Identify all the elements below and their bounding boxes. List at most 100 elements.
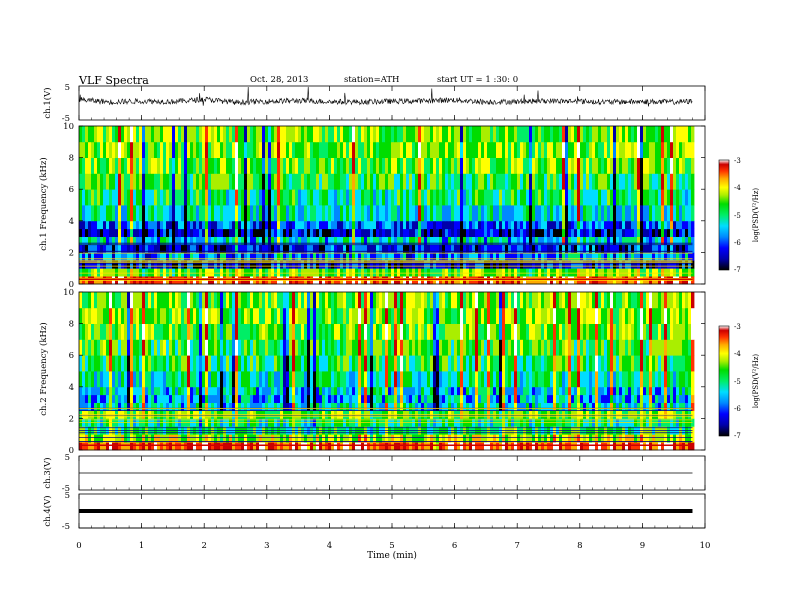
ch1-spectrogram-cell [226,141,230,158]
ch1-spectrogram-cell [391,126,395,143]
ch2-spectrogram-cell [337,394,341,403]
ch1-spectrogram-cell [406,228,410,237]
ch1-spectrogram-cell [301,260,305,269]
ch2-spectrogram-cell [148,394,152,403]
ch2-spectrogram-cell [271,434,275,443]
ch1-spectrogram-cell [208,173,212,190]
ch1-spectrogram-cell [514,126,518,143]
ch1-spectrogram-cell [157,260,161,269]
ch1-spectrogram-cell [538,141,542,158]
ch2-spectrogram-cell [652,442,656,451]
ch1-spectrogram-cell [613,268,617,277]
ch1-spectrogram-cell [442,228,446,237]
ch1-spectrogram-cell [112,205,116,222]
ch2-spectrogram-cell [676,355,680,372]
ch1-spectrogram-cell [460,268,464,277]
ch2-spectrogram-cell [502,355,506,372]
ch2-spectrogram-cell [664,402,668,411]
ch1-spectrogram-cell [361,157,365,174]
ch1-spectrogram-cell [514,268,518,277]
ch1-spectrogram-cell [580,244,584,253]
ch2-spectrogram-cell [175,402,179,411]
ch1-spectrogram-cell [232,268,236,277]
ch1-spectrogram-cell [121,189,125,206]
ch1-spectrogram-cell [424,236,428,245]
ch1-spectrogram-cell [517,189,521,206]
ch1-spectrogram-cell [319,236,323,245]
ch1-spectrogram-cell [475,126,479,143]
ch2-spectrogram-cell [235,371,239,388]
ch2-spectrogram-cell [154,442,158,451]
ch1-spectrogram-cell [538,244,542,253]
ch2-spectrogram-cell [640,434,644,443]
ch1-spectrogram-cell [595,157,599,174]
ch2-spectrogram-cell [493,355,497,372]
ch1-spectrogram-cell [292,228,296,237]
ch2-spectrogram-cell [277,386,281,396]
ch1-spectrogram-cell [586,268,590,277]
ch2-spectrogram-cell [274,442,278,451]
ch1-spectrogram-cell [85,126,89,143]
ch1-spectrogram-cell [310,173,314,190]
ch2-spectrogram-cell [379,442,383,451]
ch1-spectrogram-cell [313,205,317,222]
ch2-spectrogram-cell [229,394,233,403]
ch1-spectrogram-cell [118,189,122,206]
ch1-spectrogram-cell [421,252,425,261]
ch1-spectrogram-cell [148,252,152,261]
ch1-spectrogram-cell [340,268,344,277]
ch1-spectrogram-cell [151,228,155,237]
ch2-spectrogram-cell [625,355,629,372]
ch2-spectrogram-cell [343,402,347,411]
ch2-spectrogram-cell [574,402,578,411]
ch1-spectrogram-cell [496,268,500,277]
ch2-spectrogram-cell [316,386,320,396]
ch2-spectrogram-cell [178,402,182,411]
ch1-spectrogram-cell [352,189,356,206]
ch1-spectrogram-cell [514,189,518,206]
ch1-spectrogram-cell [217,157,221,174]
ch2-spectrogram-cell [85,402,89,411]
ch1-spectrogram-cell [121,252,125,261]
ch1-spectrogram-cell [652,228,656,237]
ch1-spectrogram-cell [169,228,173,237]
ch2-spectrogram-cell [685,394,689,403]
ch1-spectrogram-cell [577,173,581,190]
ch1-spectrogram-cell [202,236,206,245]
ch2-spectrogram-cell [490,355,494,372]
ch1-spectrogram-cell [202,268,206,277]
ch1-spectrogram-cell [547,236,551,245]
ch1-spectrogram-cell [331,157,335,174]
ch1-spectrogram-cell [91,268,95,277]
ch2-spectrogram-cell [337,434,341,443]
ch1-spectrogram-cell [319,173,323,190]
ch1-spectrogram-cell [229,189,233,206]
ch1-spectrogram-cell [307,268,311,277]
ch1-spectrogram-cell [289,252,293,261]
ch1-spectrogram-cell [286,141,290,158]
ch2-spectrogram-cell [517,371,521,388]
ch1-spectrogram-cell [121,157,125,174]
ch1-spectrogram-cell [193,236,197,245]
ch1-spectrogram-cell [322,173,326,190]
ch1-spectrogram-cell [514,173,518,190]
ch1-spectrogram-cell [274,244,278,253]
ch1-spectrogram-cell [472,228,476,237]
ch1-spectrogram-cell [283,252,287,261]
ch2-spectrogram-cell [412,442,416,451]
ch2-spectrogram-cell [658,434,662,443]
ch2-spectrogram-cell [286,386,290,396]
ch2-spectrogram-cell [394,355,398,372]
ch1-spectrogram-cell [418,268,422,277]
ch1-spectrogram-cell [661,141,665,158]
ch1-spectrogram-cell [130,173,134,190]
ch1-spectrogram-cell [487,268,491,277]
ch2-spectrogram-cell [274,394,278,403]
ch1-spectrogram-cell [337,205,341,222]
ch1-spectrogram-cell [208,244,212,253]
ch1-spectrogram-cell [547,141,551,158]
ch2-spectrogram-cell [160,386,164,396]
ch1-spectrogram-cell [607,126,611,143]
ch2-spectrogram-cell [592,386,596,396]
ch1-spectrogram-cell [331,126,335,143]
